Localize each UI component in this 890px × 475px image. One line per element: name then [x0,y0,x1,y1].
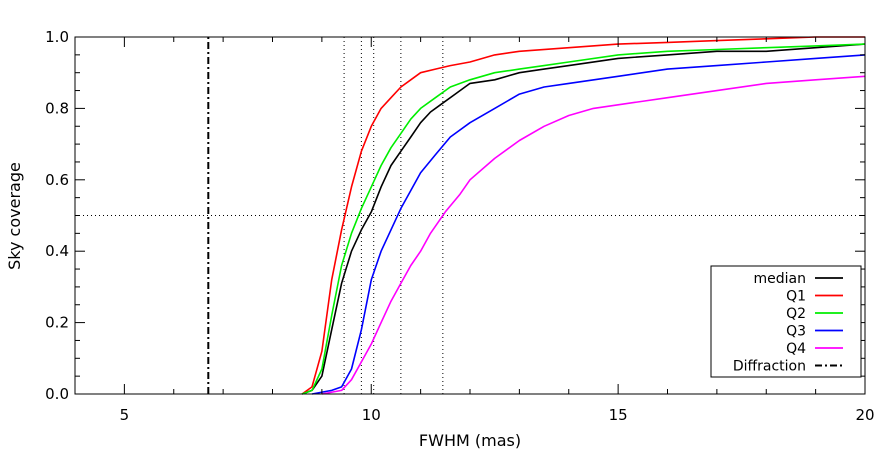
legend-label-q3: Q3 [786,324,806,340]
series-line-median [301,43,866,395]
y-tick-label: 0.0 [45,385,69,403]
legend-label-diffraction: Diffraction [733,359,806,375]
series-line-q2 [301,43,866,395]
legend-label-q2: Q2 [786,306,806,322]
y-axis-title: Sky coverage [5,162,24,270]
legend-label-q4: Q4 [786,341,806,357]
x-tick-label: 20 [855,406,874,424]
legend-label-q1: Q1 [786,289,806,305]
y-tick-label: 0.2 [45,314,69,332]
x-tick-label: 5 [120,406,130,424]
y-tick-label: 0.4 [45,242,69,260]
legend-box [710,265,862,378]
y-tick-label: 1.0 [45,28,69,46]
series-line-q3 [311,54,866,395]
series-lines [207,36,866,395]
x-tick-label: 15 [609,406,628,424]
series-line-q4 [321,75,866,395]
series-line-q1 [301,36,865,395]
x-tick-label: 10 [362,406,381,424]
x-axis-ticks: 5 10 15 20 [74,37,875,424]
y-tick-label: 0.8 [45,99,69,117]
x-axis-title: FWHM (mas) [419,431,521,450]
legend-label-median: median [754,271,806,287]
y-axis-ticks: 0.0 0.2 0.4 0.6 0.8 1.0 [45,28,865,403]
y-tick-label: 0.6 [45,171,69,189]
